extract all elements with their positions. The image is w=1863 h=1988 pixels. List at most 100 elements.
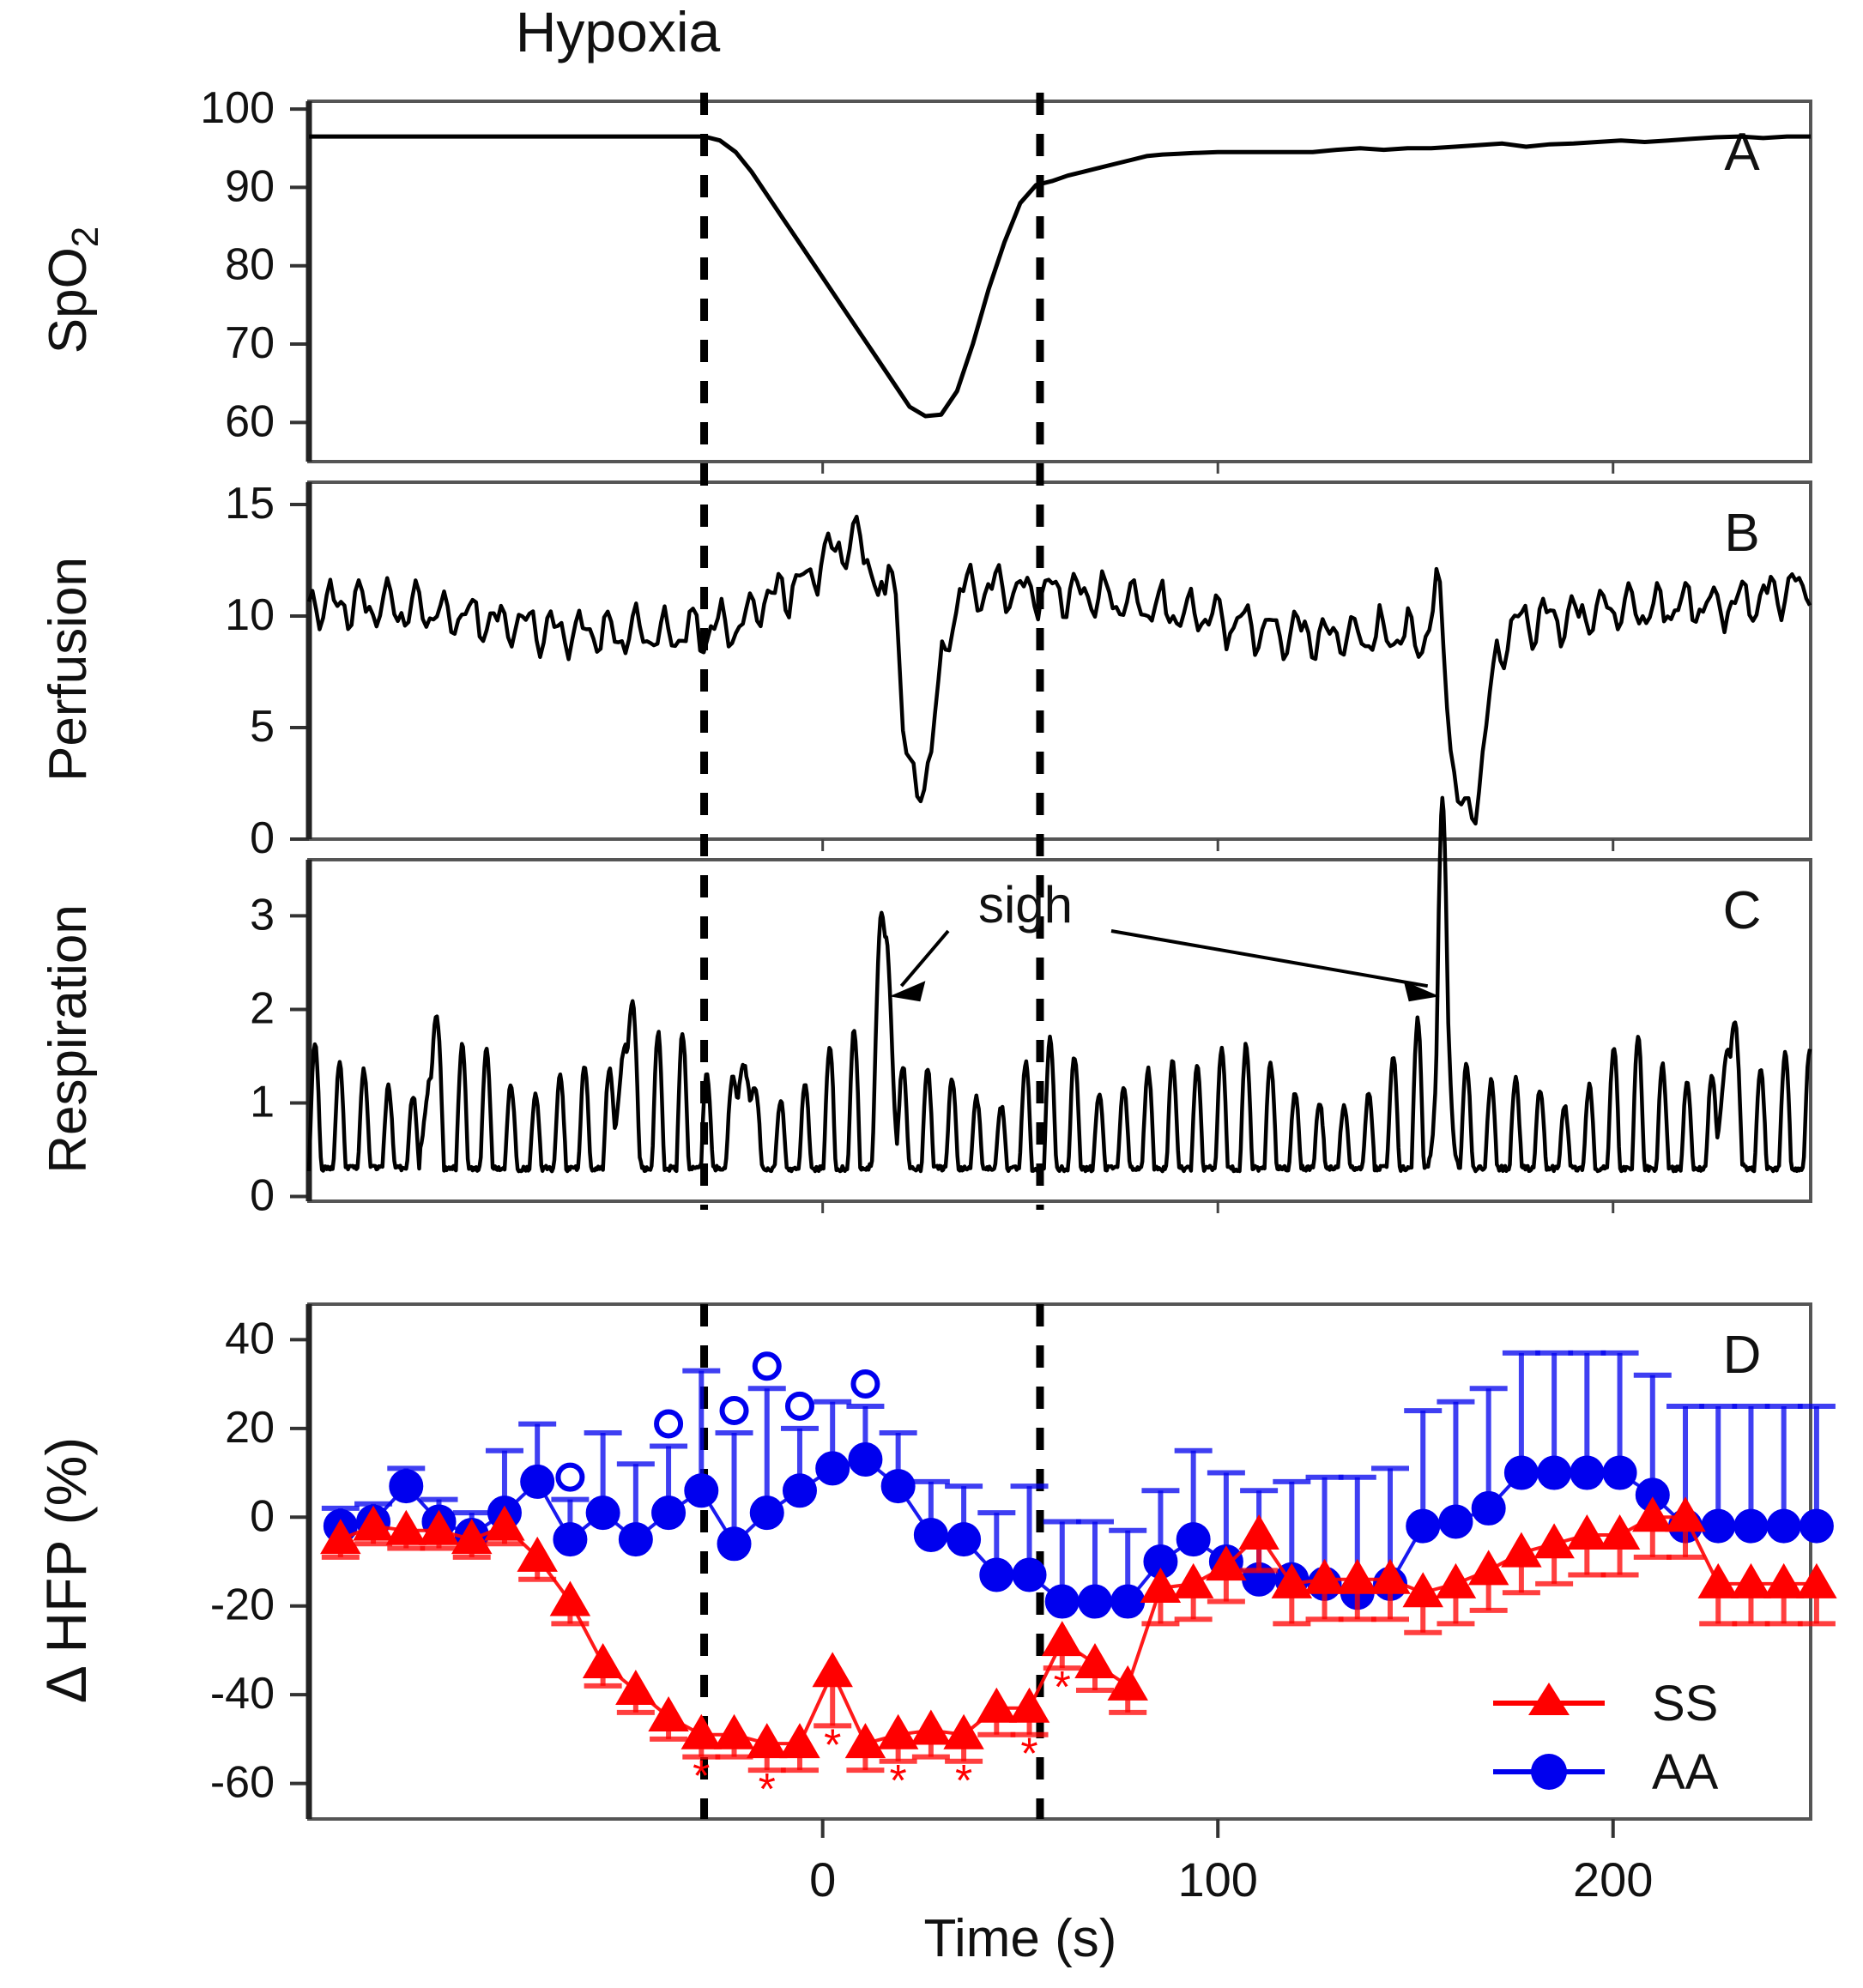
- aa-series-marker: [585, 1496, 620, 1531]
- ytick-label-c: 1: [250, 1078, 275, 1127]
- ss-series-marker: [1533, 1523, 1575, 1559]
- ytick-label-a: 70: [225, 318, 275, 368]
- ss-series-marker: [1730, 1562, 1772, 1598]
- sigh-arrowhead-left: [889, 981, 926, 1002]
- legend-label-aa: AA: [1652, 1744, 1719, 1800]
- ss-series-marker: [1370, 1558, 1411, 1594]
- aa-series-marker: [1602, 1455, 1637, 1490]
- panel-label-d: D: [1723, 1326, 1762, 1385]
- panel-label-b: B: [1724, 504, 1759, 563]
- aa-series-marker: [1766, 1508, 1801, 1544]
- ytick-label-d: 20: [225, 1403, 275, 1453]
- figure-title: Hypoxia: [516, 0, 721, 63]
- aa-series-marker: [782, 1473, 817, 1508]
- aa-series-marker: [848, 1442, 883, 1477]
- ytick-label-b: 5: [250, 702, 275, 752]
- ytick-label-d: -40: [210, 1669, 275, 1719]
- ss-series-marker: [844, 1723, 886, 1759]
- ss-series-marker: [910, 1709, 952, 1745]
- ss-series-marker: [1501, 1532, 1542, 1568]
- aa-series-marker: [1077, 1584, 1112, 1619]
- ss-series-marker: [1042, 1621, 1083, 1657]
- ss-series-marker: [1632, 1496, 1673, 1532]
- xtick-label: 200: [1573, 1852, 1653, 1906]
- ss-series-marker: [812, 1652, 853, 1688]
- axis-label-spo2: SpO2: [39, 227, 106, 354]
- sigh-arrow-right: [1110, 929, 1429, 988]
- ss-series-marker: [1402, 1572, 1443, 1608]
- ytick-label-d: -20: [210, 1580, 275, 1630]
- aa-series-marker: [553, 1522, 588, 1557]
- aa-series-marker: [1799, 1508, 1834, 1544]
- aa-series-marker: [979, 1557, 1014, 1592]
- aa-series-marker: [1406, 1508, 1441, 1544]
- ss-series-marker: [1665, 1496, 1706, 1532]
- ss-series-marker: [353, 1505, 394, 1541]
- ss-series-marker: [1271, 1562, 1313, 1598]
- ss-series-marker: [976, 1687, 1018, 1723]
- ytick-label-b: 10: [225, 590, 275, 640]
- panel-label-a: A: [1724, 123, 1760, 182]
- xtick-label: 0: [809, 1852, 836, 1906]
- ytick-label-c: 0: [250, 1171, 275, 1221]
- ss-series-marker: [779, 1723, 820, 1759]
- aa-series-marker: [1570, 1455, 1605, 1490]
- legend-label-ss: SS: [1652, 1676, 1718, 1731]
- aa-series-marker: [520, 1464, 555, 1499]
- ss-series-marker: [1172, 1562, 1214, 1598]
- aa-series-marker: [651, 1496, 687, 1531]
- ytick-label-c: 2: [250, 983, 275, 1033]
- ss-series-marker: [385, 1509, 427, 1545]
- ss-series-marker: [1566, 1514, 1608, 1550]
- ss-series-marker: [1435, 1562, 1477, 1598]
- aa-series-marker: [1537, 1455, 1572, 1490]
- aa-series-marker: [1733, 1508, 1769, 1544]
- ss-series-marker: [1697, 1562, 1739, 1598]
- significance-marker-asterisk: *: [759, 1765, 776, 1815]
- significance-marker-asterisk: *: [1054, 1663, 1071, 1713]
- ss-series-marker: [1467, 1550, 1509, 1586]
- significance-marker-open-circle: [555, 1462, 585, 1492]
- aa-series-marker: [913, 1517, 948, 1552]
- aa-series-marker: [618, 1522, 653, 1557]
- significance-marker-asterisk: *: [890, 1756, 907, 1806]
- respiration-trace: [306, 795, 1812, 1174]
- axis-label-time: Time (s): [923, 1909, 1116, 1968]
- aa-series-marker: [1110, 1584, 1146, 1619]
- ss-series-marker: [1337, 1558, 1378, 1594]
- ss-series-marker: [582, 1642, 624, 1678]
- ss-series-marker: [747, 1723, 788, 1759]
- ss-series-marker: [418, 1509, 460, 1545]
- aa-series-marker: [1471, 1490, 1506, 1526]
- xtick-label: 100: [1177, 1852, 1257, 1906]
- ss-series-marker: [943, 1713, 984, 1749]
- significance-marker-asterisk: *: [824, 1720, 841, 1770]
- axis-label-dhfp: Δ HFP (%): [34, 1437, 98, 1704]
- ss-series-marker: [1107, 1665, 1148, 1701]
- ss-series-marker: [1008, 1687, 1050, 1723]
- ss-series-marker: [517, 1536, 558, 1572]
- aa-series-marker: [815, 1451, 850, 1486]
- significance-marker-asterisk: *: [955, 1756, 972, 1806]
- axis-label-perfusion: Perfusion: [39, 557, 98, 782]
- ss-series-marker: [648, 1696, 689, 1732]
- legend-marker-ss: [1528, 1683, 1570, 1715]
- ss-series-marker: [1140, 1568, 1182, 1604]
- aa-series-marker: [880, 1469, 916, 1504]
- aa-series-marker: [1438, 1504, 1473, 1539]
- ss-series-marker: [549, 1580, 591, 1616]
- ss-series-marker: [1599, 1514, 1641, 1550]
- ss-series-marker: [615, 1670, 656, 1705]
- ytick-label-b: 0: [250, 813, 275, 863]
- ss-series-marker: [713, 1713, 755, 1749]
- ytick-label-a: 100: [200, 83, 275, 133]
- ss-series-marker: [1238, 1514, 1279, 1550]
- significance-marker-open-circle: [719, 1396, 749, 1425]
- ss-series-marker: [1796, 1562, 1837, 1598]
- ytick-label-c: 3: [250, 890, 275, 940]
- aa-series-marker: [947, 1522, 982, 1557]
- aa-series-marker: [1012, 1557, 1047, 1592]
- ytick-label-d: -60: [210, 1758, 275, 1808]
